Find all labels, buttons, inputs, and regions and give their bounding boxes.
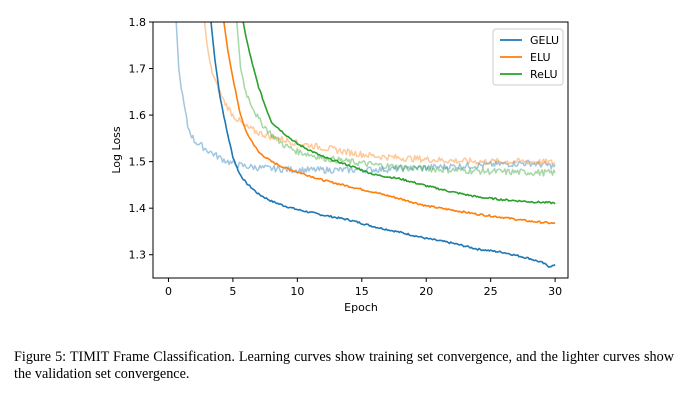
x-tick-label: 15 — [355, 285, 369, 298]
elu-validation-line — [203, 22, 556, 166]
x-tick-label: 0 — [165, 285, 172, 298]
y-axis-ticks: 1.3 1.4 1.5 1.6 1.7 1.8 — [129, 16, 153, 262]
x-axis-ticks: 0 5 10 15 20 25 30 — [165, 278, 562, 298]
y-axis-label: Log Loss — [110, 126, 123, 174]
y-tick-label: 1.5 — [129, 156, 147, 169]
validation-curves — [175, 22, 556, 177]
x-tick-label: 30 — [548, 285, 562, 298]
x-tick-label: 20 — [419, 285, 433, 298]
y-tick-label: 1.6 — [129, 109, 147, 122]
y-tick-label: 1.7 — [129, 63, 147, 76]
y-tick-label: 1.4 — [129, 202, 147, 215]
training-curves — [210, 22, 556, 268]
x-axis-label: Epoch — [344, 301, 378, 314]
legend-label: GELU — [530, 34, 559, 47]
gelu-validation-line — [175, 22, 556, 174]
legend-label: ReLU — [530, 68, 558, 81]
figure-caption: Figure 5: TIMIT Frame Classification. Le… — [14, 349, 674, 382]
gelu-train-line — [210, 22, 556, 268]
relu-train-line — [242, 22, 556, 205]
elu-train-line — [223, 22, 556, 225]
relu-validation-line — [236, 22, 556, 177]
y-tick-label: 1.8 — [129, 16, 147, 29]
x-tick-label: 25 — [484, 285, 498, 298]
figure: 0 5 10 15 20 25 30 1.3 1.4 1.5 1.6 1.7 1.8 Epoch Lo… — [110, 16, 569, 314]
legend-label: ELU — [530, 51, 551, 64]
legend-box — [492, 28, 564, 86]
plot-frame — [152, 21, 569, 279]
y-tick-label: 1.3 — [129, 249, 147, 262]
x-tick-label: 5 — [229, 285, 236, 298]
legend: GELU ELU ReLU — [492, 28, 564, 86]
learning-curve-chart: 0 5 10 15 20 25 30 1.3 1.4 1.5 1.6 1.7 1.8 Epoch Lo… — [110, 16, 569, 314]
x-tick-label: 10 — [290, 285, 304, 298]
